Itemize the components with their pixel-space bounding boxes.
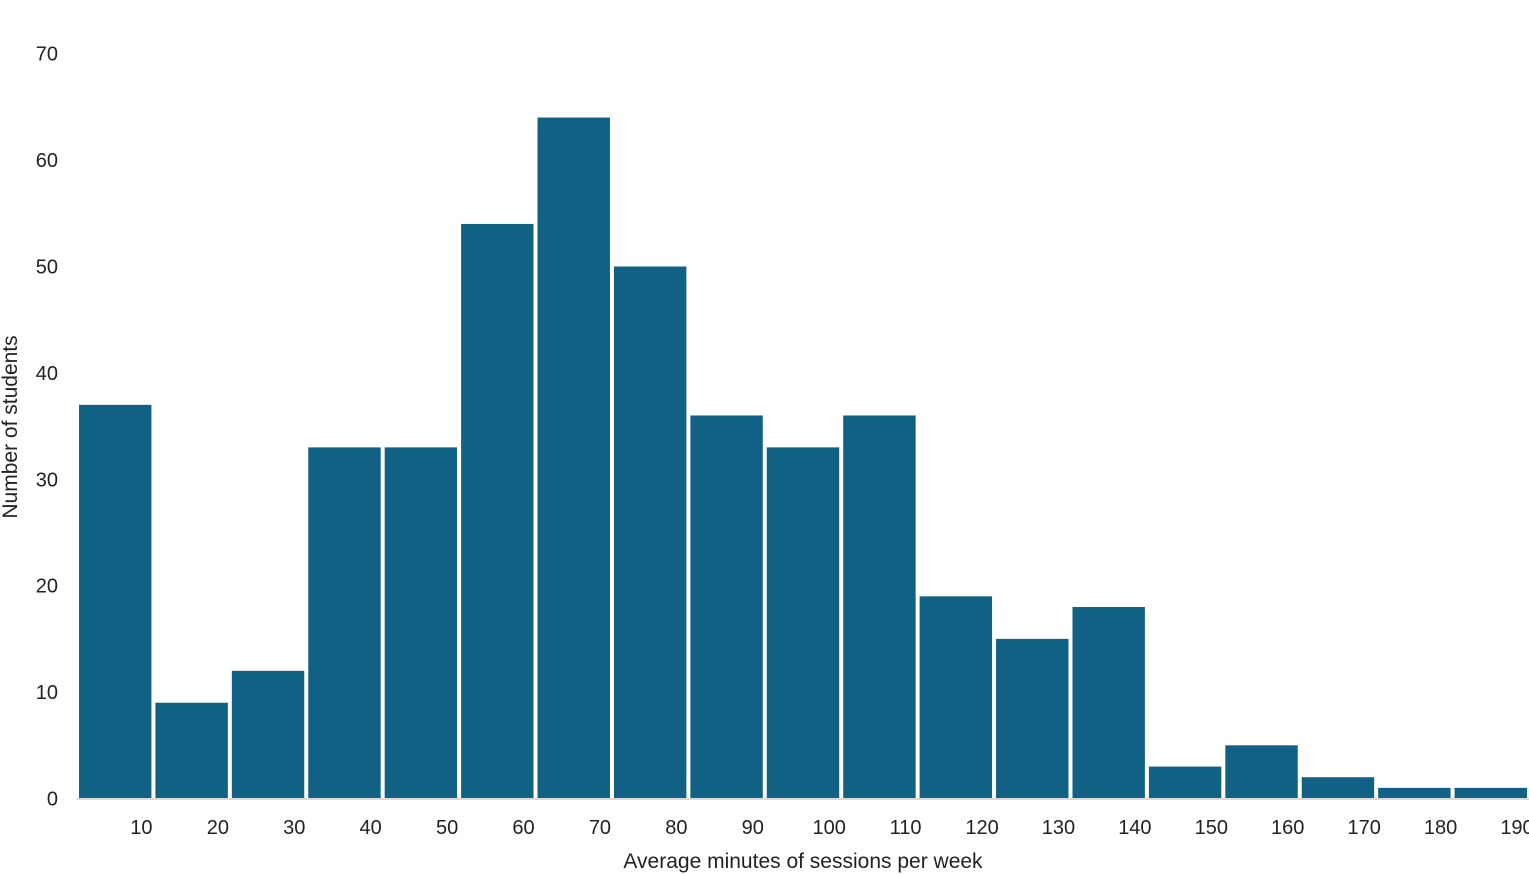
y-tick-label: 30 bbox=[36, 469, 58, 491]
x-tick-label: 90 bbox=[742, 817, 764, 839]
bar-30 bbox=[231, 670, 305, 799]
x-tick-label: 130 bbox=[1042, 817, 1075, 839]
x-tick-label: 170 bbox=[1347, 817, 1380, 839]
bar-50 bbox=[384, 447, 458, 799]
bar-150 bbox=[1148, 766, 1222, 799]
y-tick-label: 20 bbox=[36, 576, 58, 598]
bar-70 bbox=[537, 117, 610, 799]
x-tick-label: 160 bbox=[1271, 817, 1304, 839]
y-tick-label: 40 bbox=[36, 363, 58, 385]
bar-90 bbox=[690, 415, 763, 799]
y-tick-label: 60 bbox=[36, 150, 58, 172]
bar-110 bbox=[843, 415, 916, 799]
bar-100 bbox=[766, 447, 840, 799]
x-tick-label: 40 bbox=[360, 817, 382, 839]
bar-20 bbox=[155, 702, 228, 799]
bar-80 bbox=[613, 266, 687, 799]
bar-130 bbox=[996, 638, 1069, 799]
x-tick-label: 190 bbox=[1500, 817, 1529, 839]
bars-group bbox=[79, 117, 1527, 799]
x-tick-label: 150 bbox=[1195, 817, 1228, 839]
x-tick-label: 100 bbox=[813, 817, 846, 839]
y-axis-title: Number of students bbox=[0, 335, 22, 518]
y-tick-label: 50 bbox=[36, 257, 58, 279]
x-axis-title: Average minutes of sessions per week bbox=[623, 850, 983, 873]
y-tick-label: 10 bbox=[36, 682, 58, 704]
x-tick-label: 80 bbox=[665, 817, 687, 839]
x-tick-labels: 10 20 30 40 50 60 70 80 90 100 110 120 130 140 150 160 1… bbox=[130, 817, 1529, 839]
x-tick-label: 50 bbox=[436, 817, 458, 839]
bar-160 bbox=[1225, 745, 1298, 799]
x-tick-label: 70 bbox=[589, 817, 611, 839]
x-tick-label: 30 bbox=[283, 817, 305, 839]
bar-40 bbox=[308, 447, 381, 799]
x-tick-label: 10 bbox=[130, 817, 152, 839]
x-tick-label: 180 bbox=[1424, 817, 1457, 839]
y-tick-label: 0 bbox=[47, 789, 58, 811]
x-tick-label: 110 bbox=[890, 817, 922, 839]
y-tick-labels: 0 10 20 30 40 50 60 70 bbox=[36, 44, 58, 811]
bar-140 bbox=[1072, 606, 1145, 799]
bar-190 bbox=[1454, 787, 1527, 799]
bar-170 bbox=[1301, 777, 1375, 799]
bar-180 bbox=[1378, 787, 1451, 799]
x-tick-label: 120 bbox=[965, 817, 998, 839]
bar-120 bbox=[919, 596, 993, 799]
y-tick-label: 70 bbox=[36, 44, 58, 66]
x-tick-label: 60 bbox=[512, 817, 534, 839]
bar-60 bbox=[461, 223, 534, 799]
bar-10 bbox=[79, 404, 152, 799]
x-tick-label: 20 bbox=[207, 817, 229, 839]
x-tick-label: 140 bbox=[1118, 817, 1151, 839]
